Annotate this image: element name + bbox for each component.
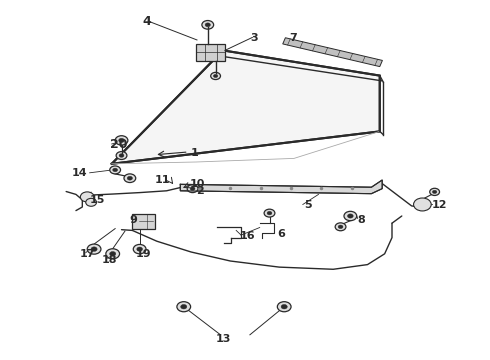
Circle shape bbox=[211, 72, 220, 80]
Circle shape bbox=[202, 21, 214, 29]
Circle shape bbox=[177, 302, 191, 312]
Circle shape bbox=[124, 174, 136, 183]
Circle shape bbox=[187, 185, 198, 193]
Text: 20: 20 bbox=[110, 138, 128, 150]
Circle shape bbox=[277, 302, 291, 312]
Text: 10: 10 bbox=[190, 179, 205, 189]
Circle shape bbox=[115, 136, 128, 145]
Circle shape bbox=[181, 305, 187, 309]
Circle shape bbox=[430, 188, 440, 195]
Text: 9: 9 bbox=[130, 215, 138, 225]
Text: 8: 8 bbox=[358, 215, 366, 225]
Circle shape bbox=[213, 75, 218, 78]
Text: 14: 14 bbox=[72, 168, 87, 178]
Circle shape bbox=[110, 166, 121, 174]
Circle shape bbox=[133, 244, 146, 254]
Text: 4: 4 bbox=[142, 15, 151, 28]
Circle shape bbox=[281, 305, 287, 309]
Circle shape bbox=[414, 198, 431, 211]
Circle shape bbox=[433, 190, 437, 194]
Circle shape bbox=[119, 138, 124, 143]
Text: 1: 1 bbox=[191, 148, 199, 158]
Text: 2: 2 bbox=[196, 186, 204, 196]
Text: 15: 15 bbox=[90, 195, 105, 205]
Circle shape bbox=[113, 168, 118, 172]
Circle shape bbox=[267, 211, 272, 215]
Text: 16: 16 bbox=[240, 231, 256, 241]
Bar bbox=[196, 44, 225, 61]
Circle shape bbox=[347, 214, 353, 218]
Text: 11: 11 bbox=[155, 175, 171, 185]
Circle shape bbox=[87, 244, 101, 254]
Circle shape bbox=[110, 252, 116, 256]
Circle shape bbox=[335, 223, 346, 231]
Text: 18: 18 bbox=[101, 255, 117, 265]
FancyBboxPatch shape bbox=[132, 214, 155, 229]
Text: 6: 6 bbox=[277, 229, 285, 239]
Circle shape bbox=[344, 211, 357, 221]
Text: 7: 7 bbox=[289, 33, 297, 43]
Circle shape bbox=[205, 23, 210, 27]
Circle shape bbox=[264, 209, 275, 217]
Circle shape bbox=[190, 187, 195, 190]
Text: 12: 12 bbox=[431, 200, 447, 210]
Text: 19: 19 bbox=[135, 249, 151, 259]
Circle shape bbox=[127, 176, 132, 180]
Polygon shape bbox=[180, 180, 382, 194]
Polygon shape bbox=[283, 38, 382, 67]
Circle shape bbox=[116, 152, 127, 159]
Circle shape bbox=[137, 247, 143, 251]
Text: 3: 3 bbox=[250, 33, 258, 43]
Text: 17: 17 bbox=[79, 249, 95, 259]
Circle shape bbox=[338, 225, 343, 229]
Circle shape bbox=[119, 154, 124, 157]
Circle shape bbox=[86, 198, 97, 206]
Circle shape bbox=[91, 247, 97, 251]
Polygon shape bbox=[112, 50, 380, 164]
Text: 13: 13 bbox=[216, 334, 231, 344]
Text: 5: 5 bbox=[304, 200, 312, 210]
Circle shape bbox=[106, 249, 120, 259]
Circle shape bbox=[80, 192, 94, 202]
